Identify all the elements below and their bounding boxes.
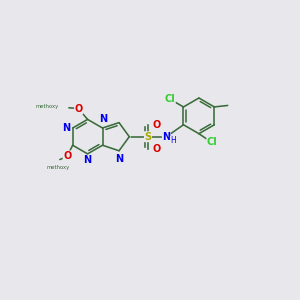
Text: N: N (162, 132, 170, 142)
Text: N: N (83, 155, 92, 165)
Text: N: N (62, 123, 70, 133)
Text: O: O (152, 144, 160, 154)
Text: Cl: Cl (207, 137, 218, 147)
Text: Cl: Cl (164, 94, 175, 104)
Text: O: O (152, 120, 160, 130)
Text: O: O (74, 104, 83, 114)
Text: N: N (116, 154, 124, 164)
Text: methoxy: methoxy (46, 166, 69, 170)
Text: O: O (63, 151, 71, 161)
Text: methoxy: methoxy (36, 104, 59, 110)
Text: N: N (99, 114, 107, 124)
Text: H: H (170, 136, 176, 146)
Text: S: S (144, 132, 152, 142)
